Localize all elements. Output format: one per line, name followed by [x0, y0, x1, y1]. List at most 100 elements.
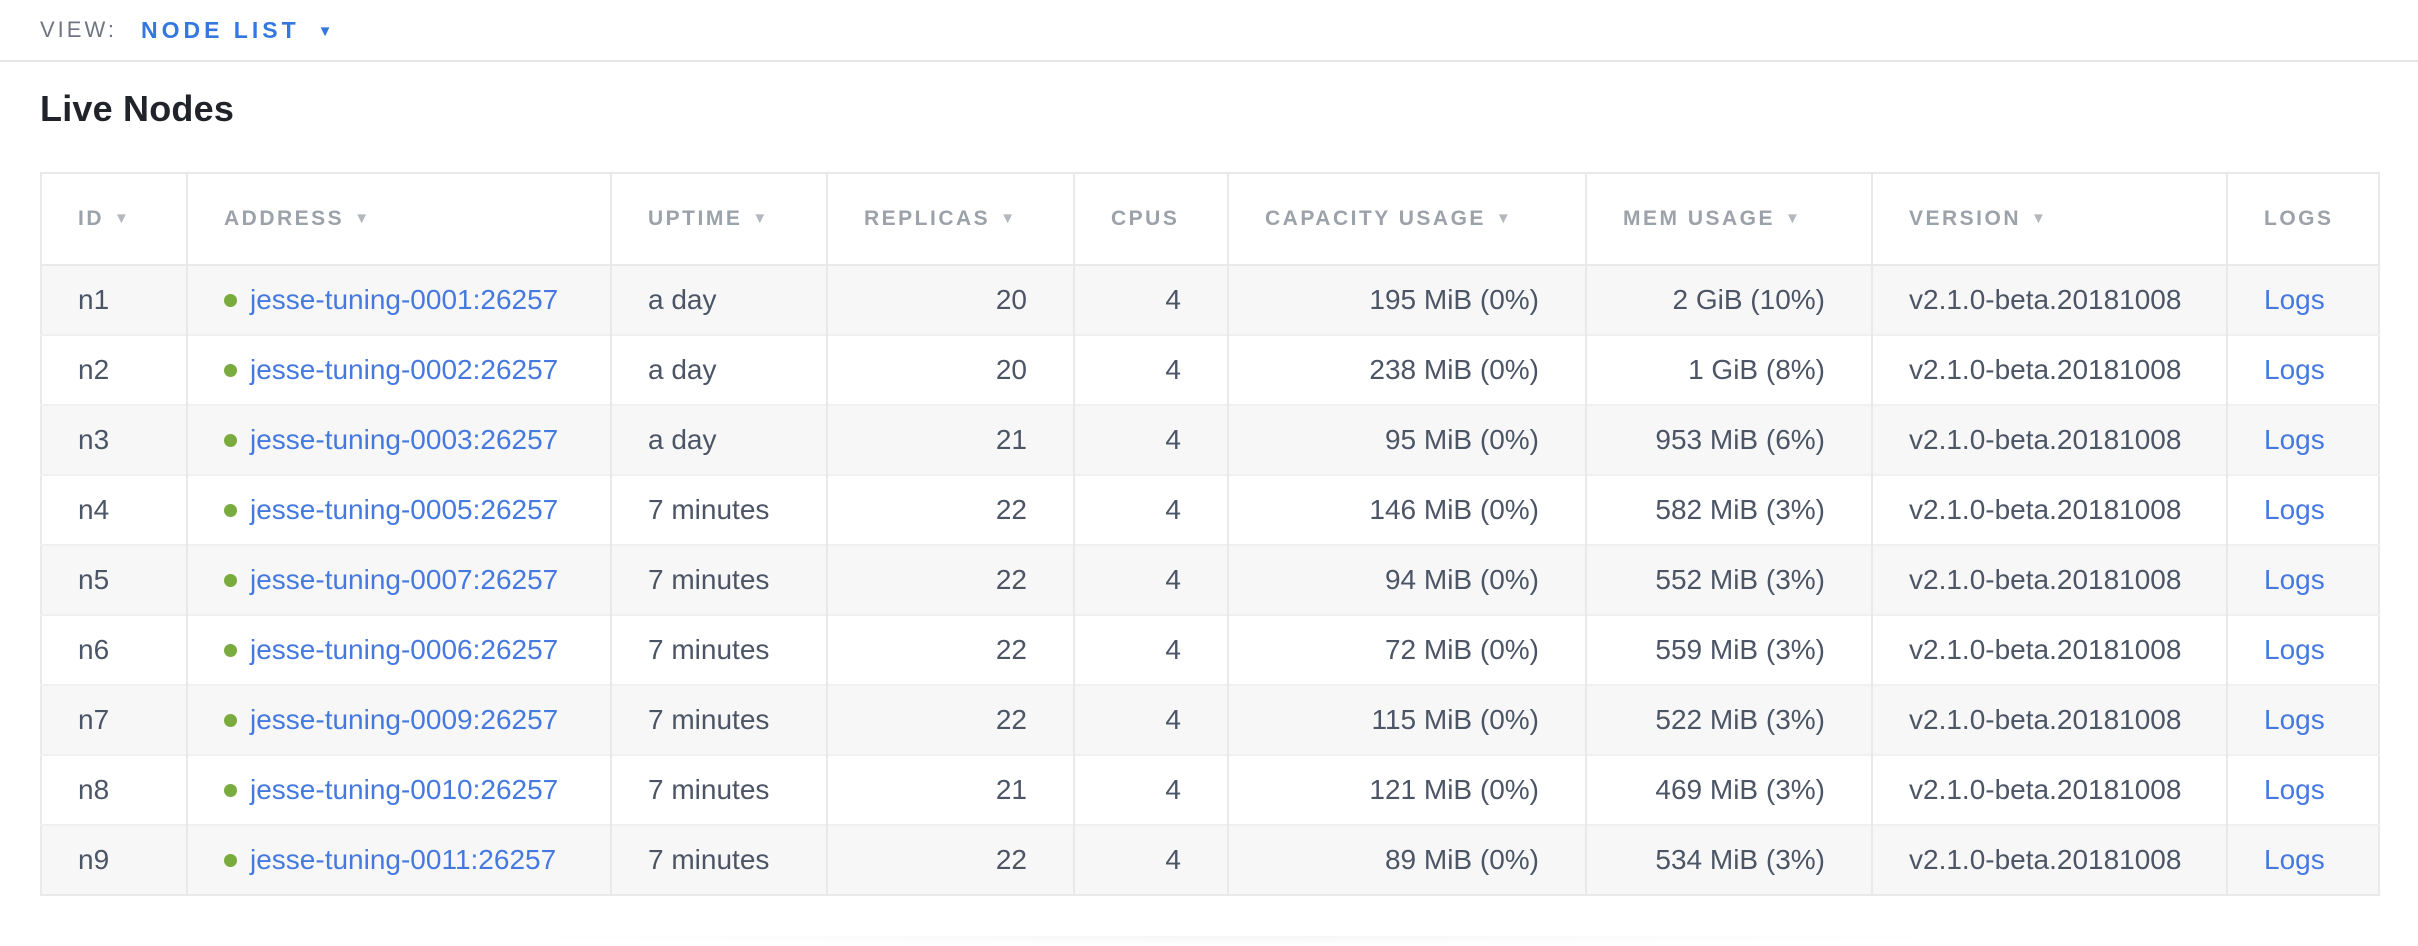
cell-value: 22: [995, 844, 1027, 875]
cell-address: jesse-tuning-0002:26257: [186, 335, 611, 405]
node-live-status-dot: [224, 363, 237, 377]
cell-capacity: 238 MiB (0%): [1227, 335, 1586, 405]
cell-version: v2.1.0-beta.20181008: [1871, 335, 2227, 405]
table-row: n2 jesse-tuning-0002:26257 a day 20 4 238 MiB…: [41, 335, 2379, 405]
cell-replicas: 20: [826, 335, 1074, 405]
cell-id: n8: [41, 755, 187, 825]
node-logs-link[interactable]: Logs: [2264, 774, 2325, 805]
cell-value: 20: [995, 354, 1027, 385]
column-header-version[interactable]: VERSION ▼: [1871, 173, 2227, 265]
cell-value: a day: [648, 424, 717, 455]
cell-value: 7 minutes: [648, 704, 770, 735]
table-row: n3 jesse-tuning-0003:26257 a day 21 4 95 MiB …: [41, 405, 2379, 475]
node-logs-link[interactable]: Logs: [2264, 564, 2325, 595]
node-address-link[interactable]: jesse-tuning-0010:26257: [250, 774, 559, 805]
cell-cpus: 4: [1073, 825, 1228, 895]
cell-logs: Logs: [2226, 475, 2379, 545]
cell-value: 4: [1165, 284, 1181, 315]
node-address-link[interactable]: jesse-tuning-0005:26257: [250, 494, 559, 525]
column-header-capacity[interactable]: CAPACITY USAGE ▼: [1227, 173, 1586, 265]
table-row: n9 jesse-tuning-0011:26257 7 minutes 22 4 89 …: [41, 825, 2379, 895]
cell-version: v2.1.0-beta.20181008: [1871, 545, 2227, 615]
sort-desc-icon: ▼: [752, 210, 768, 227]
cell-mem: 522 MiB (3%): [1585, 685, 1872, 755]
cell-value: 4: [1165, 354, 1181, 385]
cell-value: 469 MiB (3%): [1655, 774, 1825, 805]
column-header-label: UPTIME: [648, 207, 743, 230]
cell-cpus: 4: [1073, 405, 1228, 475]
cell-value: 552 MiB (3%): [1655, 564, 1825, 595]
table-row: n1 jesse-tuning-0001:26257 a day 20 4 195 MiB…: [41, 265, 2379, 335]
node-address-link[interactable]: jesse-tuning-0003:26257: [250, 424, 559, 455]
cell-capacity: 146 MiB (0%): [1227, 475, 1586, 545]
cell-value: 7 minutes: [648, 774, 770, 805]
table-row: n6 jesse-tuning-0006:26257 7 minutes 22 4 72 …: [41, 615, 2379, 685]
cell-value: n1: [78, 284, 110, 315]
column-header-label: ADDRESS: [224, 207, 345, 230]
node-live-status-dot: [224, 643, 237, 657]
node-logs-link[interactable]: Logs: [2264, 354, 2325, 385]
node-live-status-dot: [224, 783, 237, 797]
cell-value: 4: [1165, 774, 1181, 805]
cell-value: v2.1.0-beta.20181008: [1909, 354, 2182, 385]
column-header-replicas[interactable]: REPLICAS ▼: [826, 173, 1074, 265]
cell-value: 21: [995, 424, 1027, 455]
column-header-uptime[interactable]: UPTIME ▼: [610, 173, 827, 265]
cell-address: jesse-tuning-0010:26257: [186, 755, 611, 825]
node-logs-link[interactable]: Logs: [2264, 844, 2325, 875]
node-logs-link[interactable]: Logs: [2264, 284, 2325, 315]
table-row: n5 jesse-tuning-0007:26257 7 minutes 22 4 94 …: [41, 545, 2379, 615]
cell-value: n2: [78, 354, 110, 385]
cell-value: 238 MiB (0%): [1369, 354, 1539, 385]
cell-value: 20: [995, 284, 1027, 315]
cell-replicas: 22: [826, 685, 1074, 755]
node-address-link[interactable]: jesse-tuning-0001:26257: [250, 284, 559, 315]
node-live-status-dot: [224, 853, 237, 867]
cell-version: v2.1.0-beta.20181008: [1871, 755, 2227, 825]
cell-logs: Logs: [2226, 265, 2379, 335]
cell-address: jesse-tuning-0007:26257: [186, 545, 611, 615]
cell-capacity: 89 MiB (0%): [1227, 825, 1586, 895]
cell-replicas: 20: [826, 265, 1074, 335]
node-address-link[interactable]: jesse-tuning-0009:26257: [250, 704, 559, 735]
cell-uptime: a day: [610, 335, 827, 405]
view-dropdown[interactable]: NODE LIST ▼: [141, 17, 337, 44]
column-header-address[interactable]: ADDRESS ▼: [186, 173, 611, 265]
cell-mem: 953 MiB (6%): [1585, 405, 1872, 475]
node-address-link[interactable]: jesse-tuning-0006:26257: [250, 634, 559, 665]
address-cell-content: jesse-tuning-0006:26257: [224, 634, 610, 666]
node-logs-link[interactable]: Logs: [2264, 494, 2325, 525]
cell-address: jesse-tuning-0003:26257: [186, 405, 611, 475]
cell-value: a day: [648, 354, 717, 385]
view-dropdown-value: NODE LIST: [140, 16, 300, 43]
cell-value: 559 MiB (3%): [1655, 634, 1825, 665]
cell-cpus: 4: [1073, 685, 1228, 755]
column-header-id[interactable]: ID ▼: [41, 173, 187, 265]
cell-address: jesse-tuning-0005:26257: [186, 475, 611, 545]
table-head: ID ▼ ADDRESS ▼ UPTIME ▼ REPLICAS ▼ CPUS CAPACITY …: [41, 173, 2379, 265]
address-cell-content: jesse-tuning-0010:26257: [224, 774, 610, 806]
cell-cpus: 4: [1073, 615, 1228, 685]
node-live-status-dot: [224, 713, 237, 727]
cell-value: 4: [1165, 704, 1181, 735]
node-address-link[interactable]: jesse-tuning-0002:26257: [250, 354, 559, 385]
node-address-link[interactable]: jesse-tuning-0007:26257: [250, 564, 559, 595]
node-logs-link[interactable]: Logs: [2264, 634, 2325, 665]
cell-value: 89 MiB (0%): [1384, 844, 1539, 875]
column-header-mem[interactable]: MEM USAGE ▼: [1585, 173, 1872, 265]
cell-value: n3: [78, 424, 110, 455]
table-row: n8 jesse-tuning-0010:26257 7 minutes 21 4 121…: [41, 755, 2379, 825]
node-logs-link[interactable]: Logs: [2264, 424, 2325, 455]
sort-desc-icon: ▼: [114, 210, 129, 227]
node-address-link[interactable]: jesse-tuning-0011:26257: [250, 844, 557, 875]
cell-value: 4: [1165, 424, 1181, 455]
node-live-status-dot: [224, 503, 237, 517]
cell-value: v2.1.0-beta.20181008: [1909, 494, 2182, 525]
cell-version: v2.1.0-beta.20181008: [1871, 475, 2227, 545]
cell-address: jesse-tuning-0006:26257: [186, 615, 611, 685]
address-cell-content: jesse-tuning-0009:26257: [224, 704, 610, 736]
column-header-cpus: CPUS: [1073, 173, 1228, 265]
table-row: n4 jesse-tuning-0005:26257 7 minutes 22 4 146…: [41, 475, 2379, 545]
cell-logs: Logs: [2226, 685, 2379, 755]
node-logs-link[interactable]: Logs: [2264, 704, 2325, 735]
